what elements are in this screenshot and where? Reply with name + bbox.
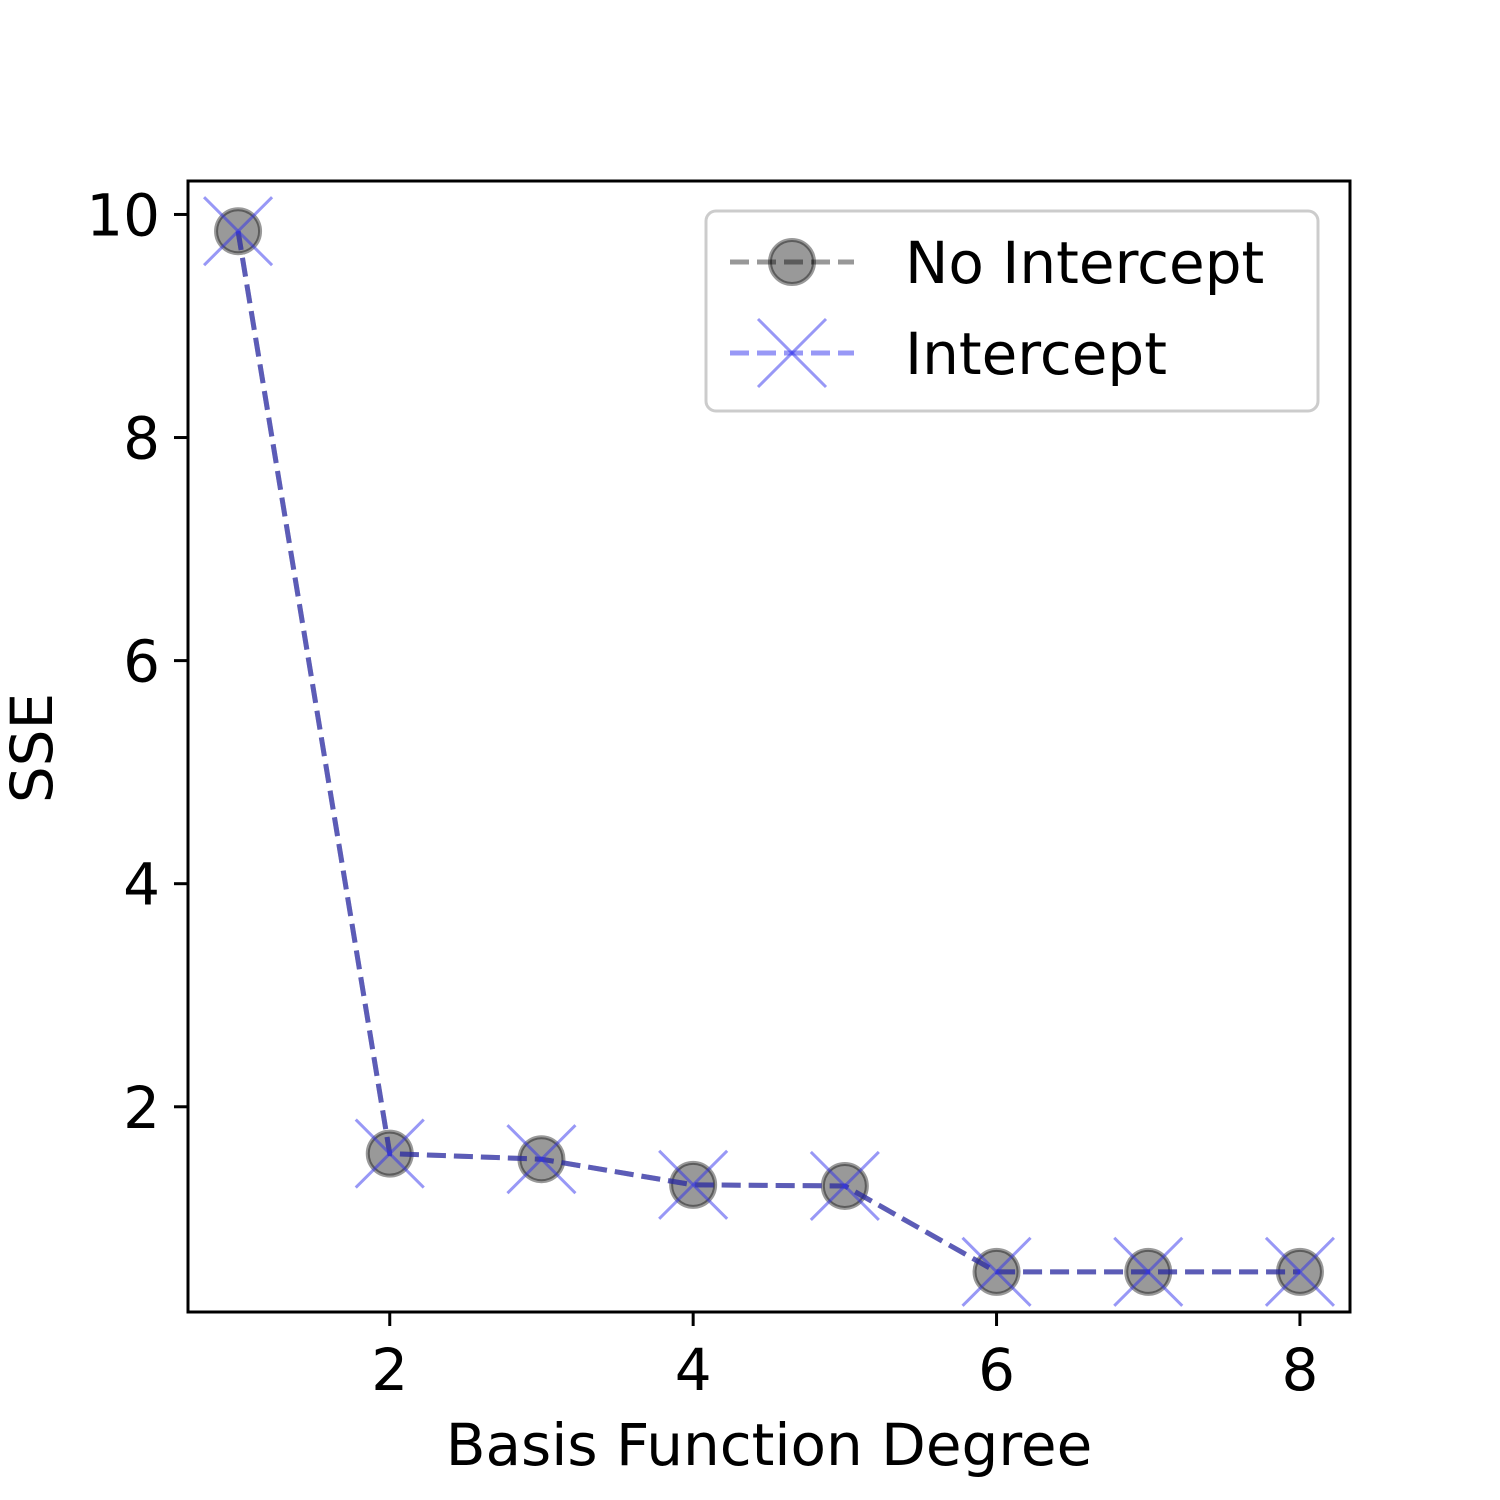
x-marker-stroke: [202, 196, 274, 267]
series-line-intercept: [235, 230, 1300, 1275]
legend-marker-intercept: [756, 317, 828, 389]
legend-marker-no-intercept: [768, 238, 816, 286]
x-tick-label: 2: [371, 1336, 408, 1404]
x-marker-stroke: [506, 1124, 577, 1195]
point-intercept: [809, 1150, 880, 1222]
x-marker-stroke: [354, 1118, 425, 1189]
point-intercept: [1264, 1236, 1336, 1307]
x-marker-stroke: [658, 1149, 729, 1220]
x-marker-stroke: [1113, 1236, 1184, 1307]
series-layer: [202, 196, 1336, 1307]
y-tick-label: 4: [123, 851, 160, 919]
x-axis-ticks: 2 4 6 8: [371, 1312, 1318, 1404]
x-marker-stroke: [1264, 1236, 1336, 1307]
x-axis-label: Basis Function Degree: [446, 1411, 1093, 1479]
y-tick-label: 8: [123, 405, 160, 473]
y-axis-label: SSE: [0, 693, 66, 803]
legend-label-intercept: Intercept: [905, 320, 1167, 388]
y-tick-label: 10: [86, 181, 160, 249]
x-marker-stroke: [809, 1150, 880, 1222]
plot-frame: [186, 179, 1352, 1314]
y-tick-label: 2: [123, 1074, 160, 1142]
point-intercept: [658, 1149, 729, 1220]
legend-label-no-intercept: No Intercept: [905, 229, 1264, 297]
point-intercept: [354, 1118, 425, 1189]
legend-box: [704, 209, 1320, 413]
point-intercept: [506, 1124, 577, 1195]
x-tick-label: 8: [1281, 1336, 1318, 1404]
x-tick-label: 6: [978, 1336, 1015, 1404]
point-intercept: [202, 196, 274, 267]
x-tick-label: 4: [675, 1336, 712, 1404]
y-tick-label: 6: [123, 628, 160, 696]
x-marker-stroke: [961, 1236, 1032, 1307]
point-intercept: [1113, 1236, 1184, 1307]
point-intercept: [961, 1236, 1032, 1307]
x-marker-stroke: [756, 317, 828, 389]
legend: No Intercept Intercept: [704, 209, 1320, 413]
y-axis-ticks: 2 4 6 8 10: [86, 181, 188, 1142]
